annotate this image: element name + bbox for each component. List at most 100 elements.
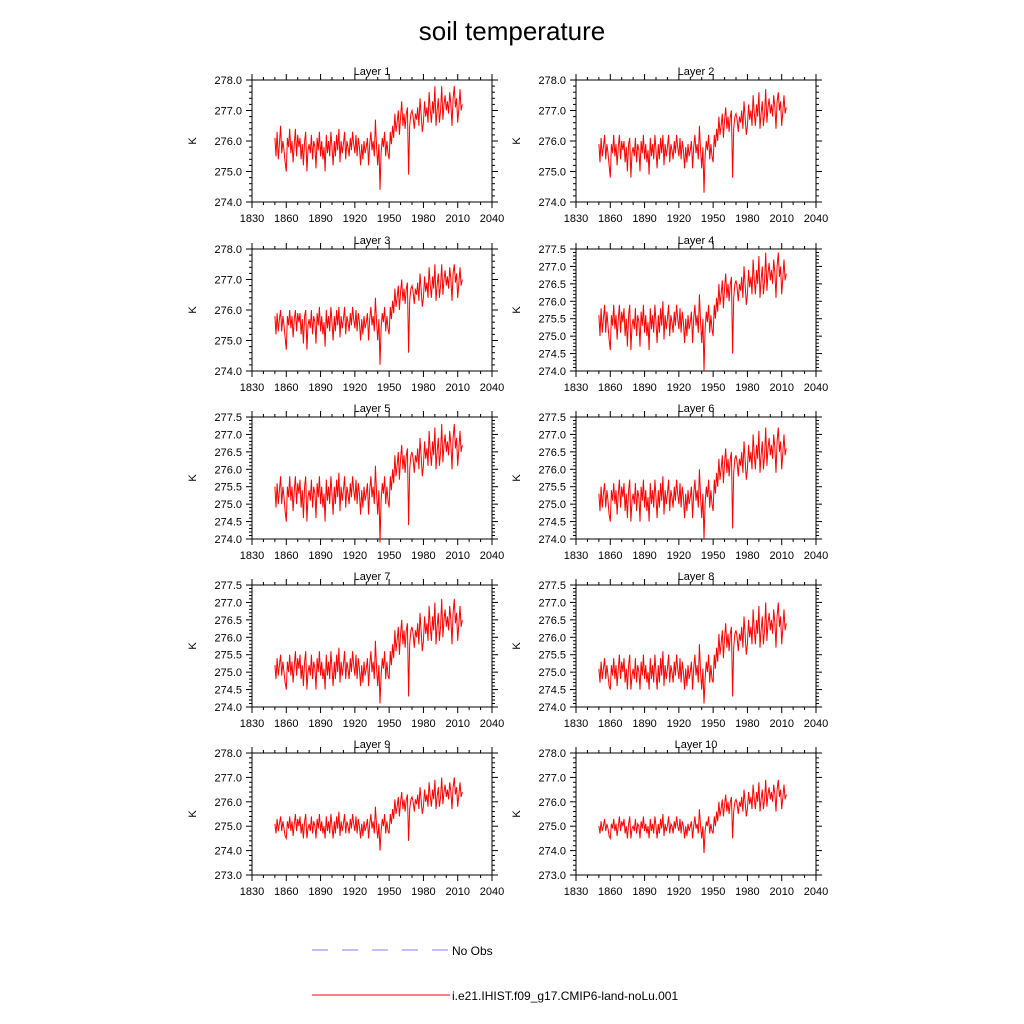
y-tick-label: 277.5	[214, 412, 242, 424]
x-tick-label: 1860	[274, 718, 298, 730]
y-tick-label: 276.0	[214, 136, 242, 148]
y-tick-label: 274.5	[214, 685, 242, 697]
y-tick-label: 275.0	[214, 167, 242, 179]
y-axis-label: K	[511, 810, 523, 818]
panel-title: Layer 4	[678, 235, 715, 247]
plot-frame	[251, 752, 493, 876]
x-tick-label: 1860	[598, 382, 622, 394]
y-tick-label: 274.0	[538, 702, 566, 714]
x-tick-label: 2040	[480, 382, 504, 394]
x-tick-label: 1920	[343, 213, 367, 225]
x-tick-label: 1920	[667, 550, 691, 562]
x-tick-label: 1830	[564, 886, 588, 898]
chart-panel-layer-4: Layer 4 K 1830 1860 1890 1920 1950 1980 2010 2040…	[511, 235, 828, 394]
y-axis-label: K	[187, 810, 199, 818]
y-tick-label: 275.5	[538, 482, 566, 494]
x-tick-label: 1830	[240, 550, 264, 562]
panel-title: Layer 6	[678, 403, 715, 415]
x-tick-label: 1890	[632, 550, 656, 562]
y-tick-label: 276.0	[214, 464, 242, 476]
x-tick-label: 1860	[274, 550, 298, 562]
y-tick-label: 274.0	[214, 846, 242, 858]
x-tick-label: 1890	[308, 213, 332, 225]
panel-title: Layer 2	[678, 66, 715, 78]
x-tick-label: 2040	[480, 550, 504, 562]
y-tick-label: 276.5	[214, 615, 242, 627]
x-tick-label: 2040	[804, 382, 828, 394]
x-tick-label: 1920	[343, 550, 367, 562]
y-axis-label: K	[511, 474, 523, 482]
panel-title: Layer 1	[354, 66, 391, 78]
y-tick-label: 276.0	[214, 305, 242, 317]
series-line	[274, 598, 463, 704]
chart-panel-layer-2: Layer 2 K 1830 1860 1890 1920 1950 1980 2010 2040…	[511, 66, 828, 225]
y-axis-label: K	[187, 306, 199, 314]
y-tick-label: 278.0	[214, 244, 242, 256]
y-tick-label: 273.0	[214, 870, 242, 882]
x-tick-label: 1920	[667, 886, 691, 898]
x-tick-label: 1980	[735, 718, 759, 730]
x-tick-label: 1950	[377, 886, 401, 898]
y-tick-label: 277.5	[538, 412, 566, 424]
chart-panel-layer-10: Layer 10 K 1830 1860 1890 1920 1950 1980 2010 204…	[511, 739, 828, 898]
x-tick-label: 2010	[769, 718, 793, 730]
series-line	[274, 777, 463, 851]
y-tick-label: 278.0	[538, 75, 566, 87]
y-tick-label: 276.0	[538, 632, 566, 644]
y-tick-label: 275.0	[538, 499, 566, 511]
x-tick-label: 1830	[240, 718, 264, 730]
y-tick-label: 273.0	[538, 870, 566, 882]
x-tick-label: 1830	[564, 718, 588, 730]
x-tick-label: 1980	[411, 382, 435, 394]
plot-frame	[575, 752, 817, 876]
y-tick-label: 276.0	[538, 296, 566, 308]
y-tick-label: 277.5	[538, 580, 566, 592]
chart-panel-layer-6: Layer 6 K 1830 1860 1890 1920 1950 1980 2010 2040…	[511, 403, 828, 562]
legend-label-no-obs: No Obs	[452, 944, 493, 958]
series-line	[274, 264, 463, 365]
y-axis-label: K	[511, 306, 523, 314]
x-tick-label: 1950	[377, 718, 401, 730]
x-tick-label: 1920	[343, 718, 367, 730]
y-tick-label: 277.5	[538, 244, 566, 256]
y-tick-label: 277.0	[538, 106, 566, 118]
x-tick-label: 1980	[735, 886, 759, 898]
y-tick-label: 277.0	[214, 429, 242, 441]
y-tick-label: 276.5	[538, 447, 566, 459]
chart-panel-layer-1: Layer 1 K 1830 1860 1890 1920 1950 1980 2010 2040…	[187, 66, 504, 225]
x-tick-label: 2010	[445, 213, 469, 225]
x-tick-label: 1860	[598, 213, 622, 225]
y-tick-label: 276.0	[538, 136, 566, 148]
x-tick-label: 1920	[343, 382, 367, 394]
x-tick-label: 1980	[735, 550, 759, 562]
y-axis-label: K	[187, 474, 199, 482]
y-tick-label: 274.0	[538, 197, 566, 209]
x-tick-label: 1860	[598, 550, 622, 562]
x-tick-label: 1890	[308, 382, 332, 394]
x-tick-label: 1980	[735, 382, 759, 394]
y-tick-label: 277.0	[214, 772, 242, 784]
x-tick-label: 2010	[769, 213, 793, 225]
figure-title: soil temperature	[419, 16, 605, 46]
x-tick-label: 2010	[445, 718, 469, 730]
x-tick-label: 1890	[632, 886, 656, 898]
x-tick-label: 2010	[769, 382, 793, 394]
chart-panel-layer-5: Layer 5 K 1830 1860 1890 1920 1950 1980 2010 2040…	[187, 403, 504, 562]
x-tick-label: 2010	[769, 550, 793, 562]
panel-title: Layer 5	[354, 403, 391, 415]
x-tick-label: 1860	[274, 886, 298, 898]
panel-title: Layer 3	[354, 235, 391, 247]
y-tick-label: 274.0	[214, 534, 242, 546]
x-tick-label: 1890	[632, 718, 656, 730]
y-tick-label: 276.5	[538, 615, 566, 627]
y-tick-label: 277.5	[214, 580, 242, 592]
y-tick-label: 274.0	[214, 702, 242, 714]
x-tick-label: 1890	[632, 382, 656, 394]
x-tick-label: 1830	[564, 382, 588, 394]
series-line	[274, 86, 463, 190]
y-tick-label: 275.5	[538, 314, 566, 326]
panel-grid: Layer 1 K 1830 1860 1890 1920 1950 1980 2010 2040…	[187, 66, 828, 898]
x-tick-label: 1890	[308, 718, 332, 730]
plot-frame	[575, 416, 817, 540]
y-tick-label: 278.0	[214, 748, 242, 760]
